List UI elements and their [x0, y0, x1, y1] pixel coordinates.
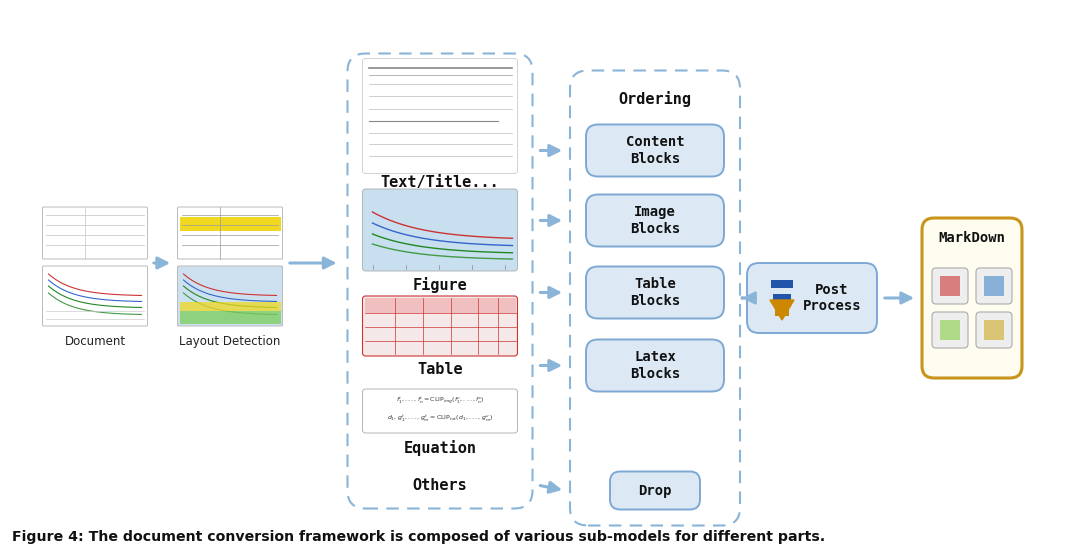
FancyBboxPatch shape	[775, 308, 789, 316]
FancyBboxPatch shape	[932, 312, 968, 348]
FancyBboxPatch shape	[922, 218, 1022, 378]
FancyBboxPatch shape	[365, 298, 515, 313]
Text: Post
Process: Post Process	[802, 283, 862, 313]
Text: Document: Document	[65, 335, 125, 348]
FancyBboxPatch shape	[177, 207, 283, 259]
FancyBboxPatch shape	[42, 207, 148, 259]
FancyBboxPatch shape	[363, 189, 517, 271]
FancyBboxPatch shape	[976, 312, 1012, 348]
FancyBboxPatch shape	[179, 217, 281, 231]
FancyBboxPatch shape	[773, 294, 791, 302]
FancyBboxPatch shape	[586, 340, 724, 392]
Text: Table: Table	[417, 363, 463, 378]
Text: Drop: Drop	[638, 483, 672, 498]
FancyBboxPatch shape	[940, 320, 960, 340]
FancyBboxPatch shape	[177, 266, 283, 326]
Text: Text/Title...: Text/Title...	[380, 175, 499, 190]
FancyBboxPatch shape	[586, 267, 724, 319]
FancyBboxPatch shape	[984, 276, 1004, 296]
Text: Content
Blocks: Content Blocks	[625, 135, 685, 165]
FancyBboxPatch shape	[610, 472, 700, 509]
Text: $f_1^t,...,f_n^t=\mathrm{CLIP}_{img}(f_1^v,...,f_n^v)$: $f_1^t,...,f_n^t=\mathrm{CLIP}_{img}(f_1…	[395, 395, 485, 406]
FancyBboxPatch shape	[747, 263, 877, 333]
FancyBboxPatch shape	[363, 389, 517, 433]
FancyBboxPatch shape	[363, 296, 517, 356]
Text: Layout Detection: Layout Detection	[179, 335, 281, 348]
Text: Latex
Blocks: Latex Blocks	[630, 351, 680, 380]
Text: Figure 4: The document conversion framework is composed of various sub-models fo: Figure 4: The document conversion framew…	[12, 530, 825, 544]
Text: Figure: Figure	[413, 277, 468, 293]
Text: $d_1,g_1^t,...,g_m^t=\mathrm{CLIP}_{txt}(d_1,...,g_m^v)$: $d_1,g_1^t,...,g_m^t=\mathrm{CLIP}_{txt}…	[387, 414, 494, 424]
FancyBboxPatch shape	[586, 124, 724, 176]
FancyBboxPatch shape	[984, 320, 1004, 340]
Text: Table
Blocks: Table Blocks	[630, 278, 680, 307]
FancyBboxPatch shape	[771, 280, 793, 288]
Text: Image
Blocks: Image Blocks	[630, 205, 680, 236]
Text: Equation: Equation	[404, 440, 476, 456]
FancyBboxPatch shape	[976, 268, 1012, 304]
FancyBboxPatch shape	[179, 311, 281, 324]
FancyBboxPatch shape	[586, 195, 724, 247]
Polygon shape	[770, 300, 794, 320]
FancyBboxPatch shape	[940, 276, 960, 296]
FancyBboxPatch shape	[179, 302, 281, 311]
Text: Others: Others	[413, 477, 468, 493]
FancyBboxPatch shape	[932, 268, 968, 304]
Text: Ordering: Ordering	[619, 91, 691, 107]
FancyBboxPatch shape	[42, 266, 148, 326]
Text: MarkDown: MarkDown	[939, 231, 1005, 245]
FancyBboxPatch shape	[363, 59, 517, 174]
